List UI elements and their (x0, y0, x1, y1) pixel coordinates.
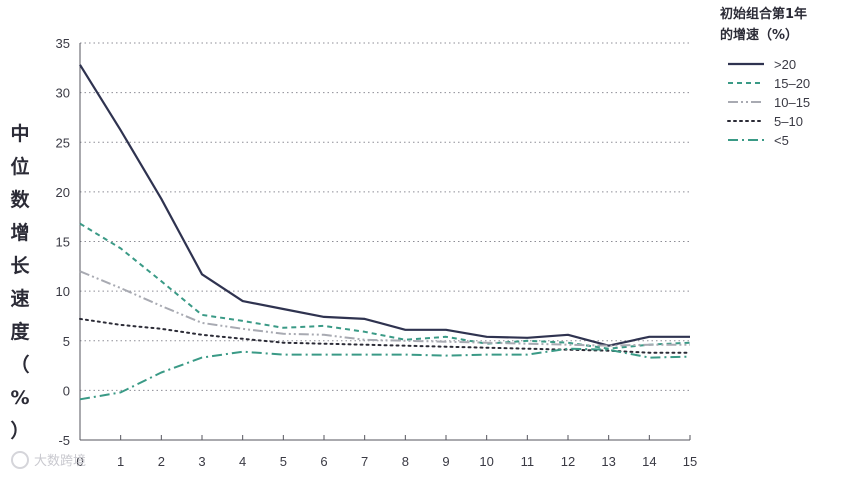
x-tick-label: 4 (239, 454, 246, 469)
x-tick-labels: 0 1 2 3 4 5 6 7 8 9 10 11 12 13 14 15 (76, 454, 697, 469)
y-tick-label: 30 (56, 86, 70, 101)
y-axis-label: 中位数增长速度（%） (10, 122, 30, 442)
y-tick-label: 15 (56, 235, 70, 250)
y-tick-label: 10 (56, 284, 70, 299)
grid-lines (80, 42, 690, 441)
x-tick-label: 14 (642, 454, 656, 469)
watermark-text: 大数跨境 (34, 454, 86, 469)
x-tick-label: 5 (280, 454, 287, 469)
x-tick-label: 1 (117, 454, 124, 469)
x-tick-label: 9 (442, 454, 449, 469)
x-tick-label: 11 (521, 454, 535, 469)
x-tick-label: 2 (158, 454, 165, 469)
x-tick-label: 7 (361, 454, 368, 469)
y-tick-label: 20 (56, 185, 70, 200)
series-line-2 (79, 270, 690, 347)
y-tick-label: -5 (58, 433, 70, 448)
x-tick-label: 0 (76, 454, 83, 469)
y-tick-label: 25 (56, 135, 70, 150)
y-tick-label: 5 (63, 334, 70, 349)
x-tick-label: 13 (601, 454, 615, 469)
series-lines (79, 64, 691, 401)
series-line-4 (79, 347, 691, 401)
x-tick-label: 12 (561, 454, 575, 469)
watermark: 大数跨境 (11, 451, 86, 469)
y-tick-label: 0 (63, 383, 70, 398)
x-tick-label: 3 (198, 454, 205, 469)
legend-title-line1: 初始组合第1年 (720, 6, 807, 22)
x-tick-label: 10 (479, 454, 493, 469)
x-tick-label: 6 (320, 454, 327, 469)
legend-label-1: 15–20 (774, 76, 810, 91)
watermark-logo-icon (11, 451, 29, 469)
legend-label-4: <5 (774, 133, 789, 148)
legend-label-3: 5–10 (774, 114, 803, 129)
legend-label-2: 10–15 (774, 95, 810, 110)
series-line-3 (79, 317, 691, 354)
x-tick-label: 8 (402, 454, 409, 469)
y-tick-label: 35 (56, 36, 70, 51)
series-line-0 (79, 64, 690, 347)
axes (79, 43, 691, 441)
y-axis-label-text: 中位数增长速度（%） (10, 122, 30, 442)
y-tick-labels: 35 30 25 20 15 10 5 0 -5 (56, 36, 70, 448)
legend-label-0: >20 (774, 57, 796, 72)
legend: 初始组合第1年 的增速（%） >20 15–20 10–15 5–10 <5 (720, 6, 810, 148)
legend-title-line2: 的增速（%） (720, 27, 798, 43)
x-tick-label: 15 (683, 454, 697, 469)
